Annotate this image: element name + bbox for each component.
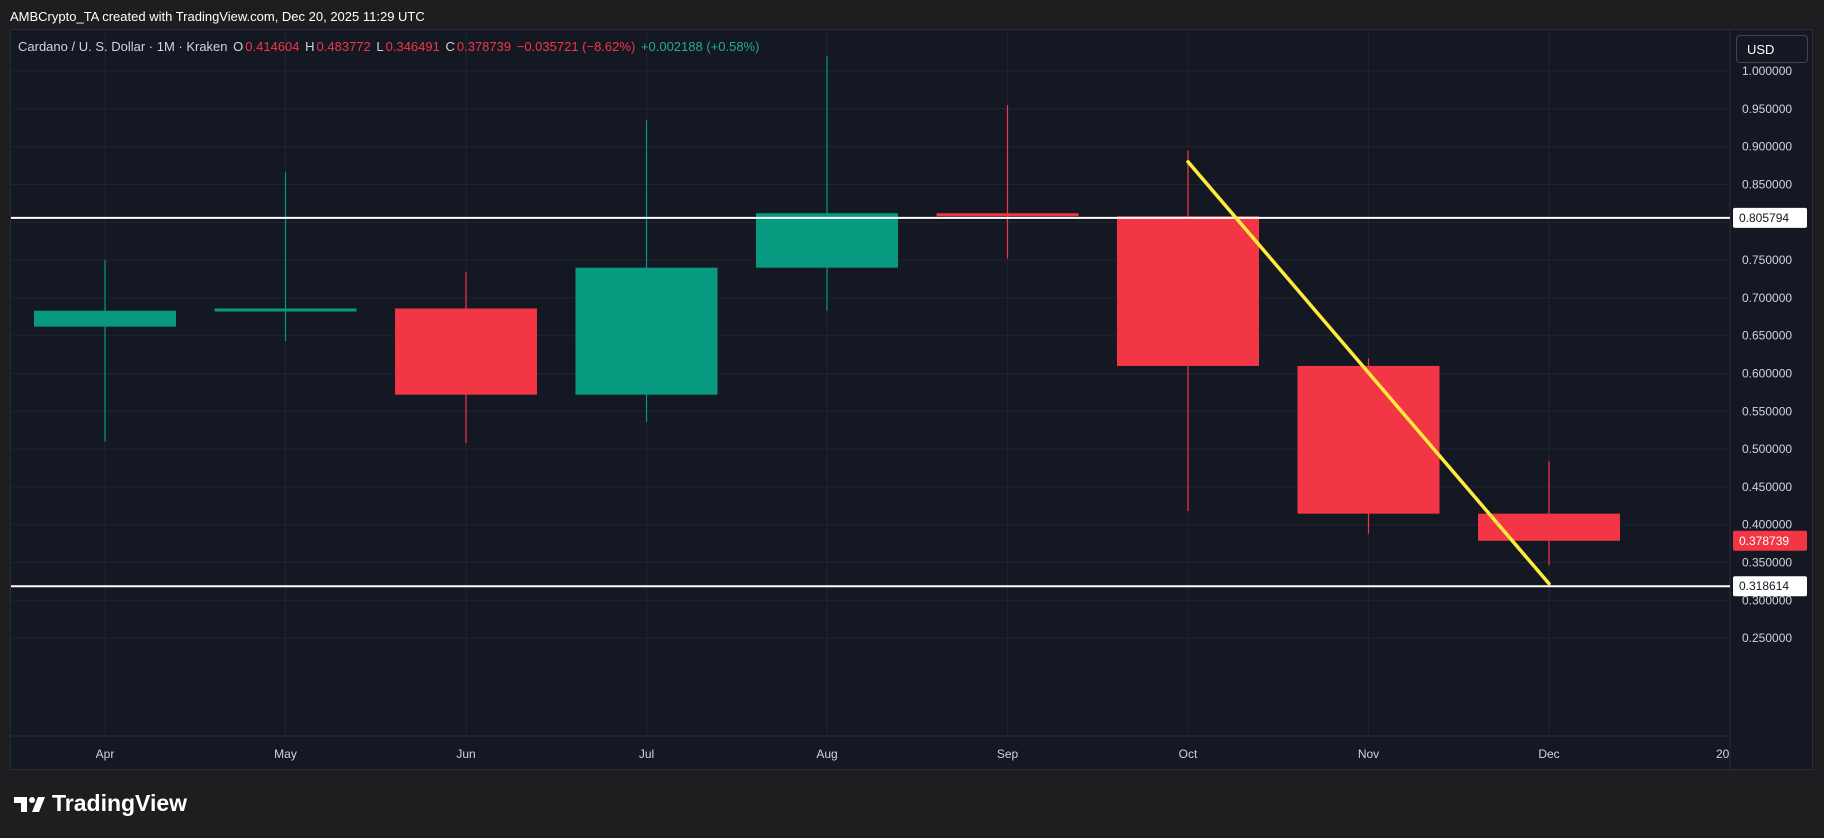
- tradingview-logo-icon: [14, 796, 45, 812]
- candle-body[interactable]: [1297, 365, 1440, 514]
- level-price-tag: [1733, 207, 1807, 228]
- level-price-label: 0.318614: [1739, 579, 1789, 593]
- ohlc-legend: Cardano / U. S. Dollar · 1M · Kraken O 0.…: [18, 39, 761, 54]
- y-tick-label: 0.700000: [1742, 291, 1792, 305]
- close-value: 0.378739: [456, 39, 512, 54]
- x-tick-label: May: [274, 747, 297, 761]
- y-tick-label: 0.650000: [1742, 329, 1792, 343]
- open-label: O: [233, 39, 244, 54]
- y-tick-label: 0.400000: [1742, 518, 1792, 532]
- candle-body[interactable]: [756, 213, 898, 268]
- x-tick-label: Jun: [456, 747, 475, 761]
- currency-button[interactable]: USD: [1736, 35, 1808, 63]
- x-tick-label: Aug: [816, 747, 837, 761]
- y-tick-label: 1.000000: [1742, 64, 1792, 78]
- y-tick-label: 0.750000: [1742, 253, 1792, 267]
- x-tick-label: Dec: [1538, 747, 1559, 761]
- candle-body[interactable]: [214, 308, 357, 312]
- y-tick-label: 0.900000: [1742, 140, 1792, 154]
- chart-area[interactable]: [10, 29, 1813, 770]
- candle-body[interactable]: [936, 213, 1079, 217]
- y-tick-label: 0.600000: [1742, 367, 1792, 381]
- y-tick-label: 0.550000: [1742, 404, 1792, 418]
- chart-attribution: AMBCrypto_TA created with TradingView.co…: [10, 9, 425, 24]
- change-value: −0.035721 (−8.62%): [516, 39, 636, 54]
- y-tick-label: 0.250000: [1742, 631, 1792, 645]
- x-tick-label: Sep: [997, 747, 1019, 761]
- low-label: L: [376, 39, 384, 54]
- x-tick-label: Oct: [1179, 747, 1198, 761]
- high-label: H: [305, 39, 315, 54]
- x-tick-label: Apr: [96, 747, 115, 761]
- y-tick-label: 0.950000: [1742, 102, 1792, 116]
- y-tick-label: 0.350000: [1742, 556, 1792, 570]
- high-value: 0.483772: [316, 39, 371, 54]
- y-tick-label: 0.850000: [1742, 178, 1792, 192]
- open-value: 0.414604: [245, 39, 300, 54]
- x-tick-label: Jul: [639, 747, 654, 761]
- candle-body[interactable]: [395, 308, 537, 395]
- trendline[interactable]: [1186, 160, 1551, 586]
- y-tick-label: 0.450000: [1742, 480, 1792, 494]
- extra-change-value: +0.002188 (+0.58%): [640, 39, 760, 54]
- candle-body[interactable]: [575, 267, 718, 395]
- last-price-label: 0.378739: [1739, 534, 1789, 548]
- low-value: 0.346491: [385, 39, 440, 54]
- level-price-label: 0.805794: [1739, 211, 1789, 225]
- symbol-label: Cardano / U. S. Dollar · 1M · Kraken: [18, 39, 228, 54]
- close-label: C: [445, 39, 455, 54]
- y-tick-label: 0.500000: [1742, 442, 1792, 456]
- y-tick-label: 0.300000: [1742, 593, 1792, 607]
- brand-label: TradingView: [52, 790, 188, 816]
- last-price-tag: [1733, 530, 1807, 551]
- candle-body[interactable]: [34, 310, 176, 327]
- tradingview-logo[interactable]: TradingView: [12, 790, 187, 817]
- x-tick-label: Nov: [1358, 747, 1379, 761]
- candle-body[interactable]: [1117, 216, 1259, 366]
- x-tick-label: 20: [1716, 747, 1730, 761]
- level-price-tag: [1733, 576, 1807, 597]
